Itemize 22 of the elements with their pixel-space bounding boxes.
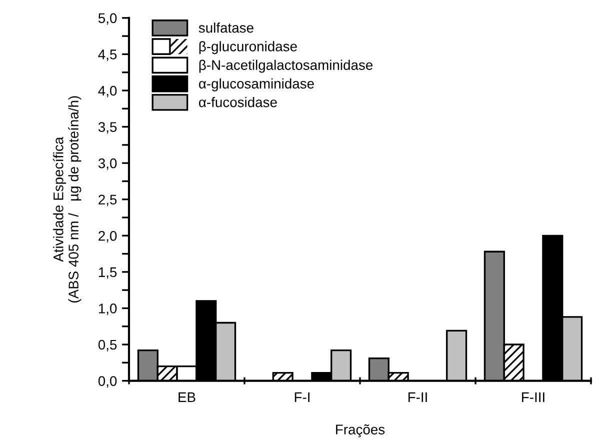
y-tick-label: 5,0 [98,13,117,25]
y-tick-label: 3,0 [98,158,117,170]
y-axis-title: Atividade Específica (ABS 405 nm / µg de proteína/h) [52,96,82,302]
y-tick-label: 1,0 [98,304,117,316]
y-tick-label: 4,5 [98,50,117,62]
y-tick-label: 0,0 [98,376,117,388]
legend-label: β-N-acetilgalactosaminidase [199,60,373,73]
y-tick-label: 3,5 [98,122,117,134]
legend-label: β-glucuronidase [199,41,297,54]
y-tick-label: 4,0 [98,86,117,98]
y-tick-label: 2,5 [98,194,117,206]
x-tick-label: F-III [522,392,544,402]
legend-label: α-fucosidase [199,96,277,108]
x-axis-title: Frações [336,424,385,438]
y-tick-label: 1,5 [98,267,117,279]
y-tick-label: 0,5 [98,340,117,352]
x-tick-label: F-II [408,392,427,402]
legend-label: α-glucosaminidase [199,78,314,92]
y-tick-label: 2,0 [98,230,117,242]
legend-label: sulfatase [198,22,254,33]
x-tick-label: EB [178,392,196,402]
x-tick-label: F-I [294,392,310,402]
